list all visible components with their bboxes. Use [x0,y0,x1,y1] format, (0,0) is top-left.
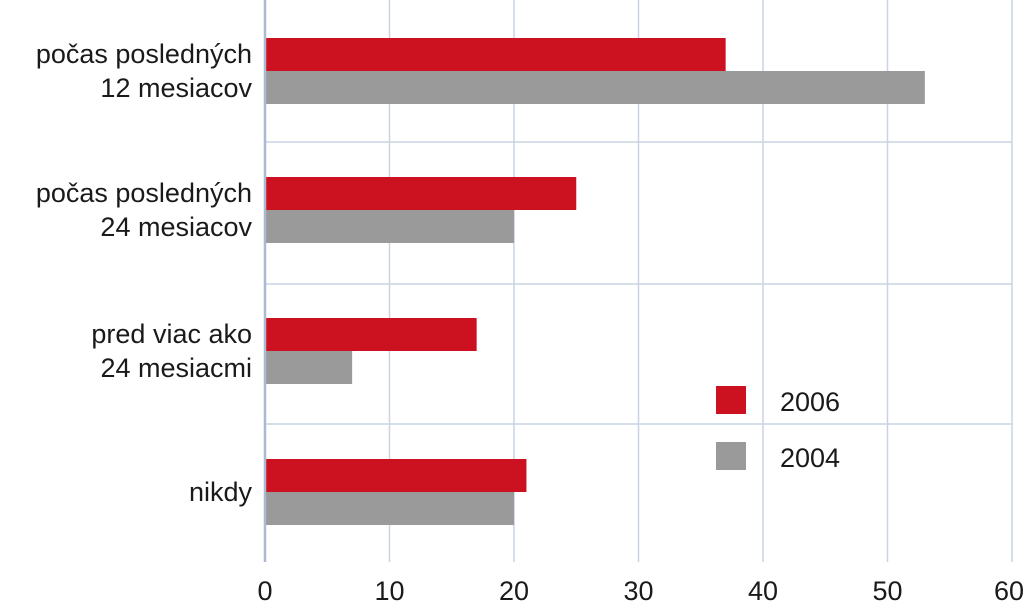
bar-2006-4 [265,459,527,492]
bar-2006-3 [265,318,477,351]
category-label: 24 mesiacov [100,212,252,242]
bar-2006-1 [265,38,726,71]
bar-2004-3 [265,351,353,384]
x-tick-label: 30 [623,576,653,602]
bars [265,38,925,525]
category-label: nikdy [189,477,253,507]
legend-label-2004: 2004 [780,443,840,473]
category-label: počas posledných [36,178,252,208]
bar-2004-2 [265,210,514,243]
bar-2004-4 [265,492,514,525]
x-tick-label: 10 [374,576,404,602]
x-tick-label: 0 [257,576,272,602]
legend: 2006 2004 [716,386,840,473]
legend-swatch-2004 [716,442,746,470]
category-label: pred viac ako [91,319,252,349]
legend-label-2006: 2006 [780,387,840,417]
category-labels: počas posledných 12 mesiacov počas posledn… [36,39,253,507]
bar-2004-1 [265,71,925,104]
x-tick-label: 50 [872,576,902,602]
category-label: počas posledných [36,39,252,69]
category-label: 12 mesiacov [100,73,252,103]
x-tick-label: 20 [499,576,529,602]
legend-swatch-2006 [716,386,746,414]
x-tick-labels: 0 10 20 30 40 50 60 [257,576,1024,602]
category-label: 24 mesiacmi [100,353,252,383]
bar-2006-2 [265,177,577,210]
x-tick-label: 60 [994,576,1024,602]
x-tick-label: 40 [748,576,778,602]
